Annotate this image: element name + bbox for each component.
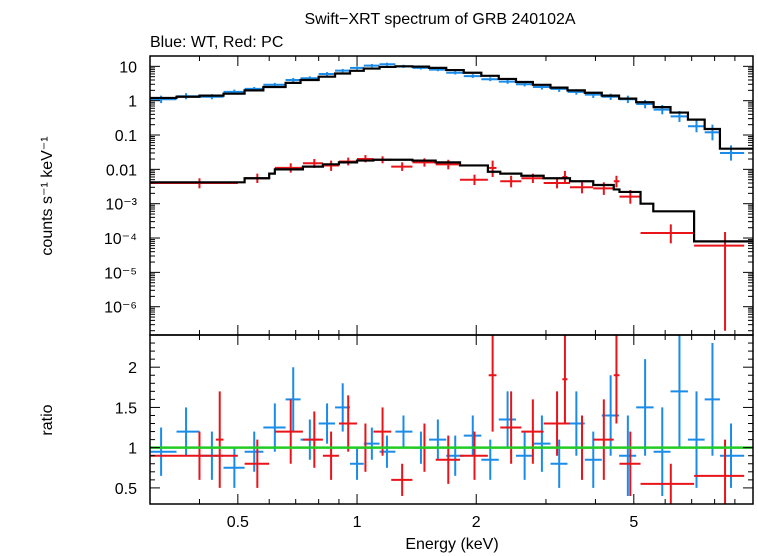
ratio-panel-frame (149, 334, 754, 505)
spectrum-s1-point-19 (613, 175, 620, 188)
spectrum-s0-point-11 (363, 63, 380, 68)
ratio-s1-point-23 (694, 439, 745, 504)
axes-layer: 0.5 1 2 5 10 1 0.1 0.01 10⁻³ 10⁻⁴ 10⁻⁵ 10⁻⁶ 0.5 1 1.5 2 (104, 55, 754, 531)
ratio-s0-point-5 (263, 403, 286, 452)
ratio-s0-point-27 (636, 359, 654, 456)
spectrum-y-tick-label-4: 10⁻³ (105, 197, 137, 214)
ratio-s1-point-5 (322, 431, 339, 480)
spectrum-y-tick-label-7: 10⁻⁶ (104, 300, 137, 317)
spectrum-s1-point-12 (488, 160, 497, 177)
ratio-s0-point-0 (150, 427, 177, 476)
ratio-s0-point-24 (584, 431, 602, 488)
model-line-1 (150, 158, 753, 243)
ratio-s1-point-13 (488, 335, 497, 432)
chart-subtitle: Blue: WT, Red: PC (150, 34, 283, 51)
ratio-y-tick-label-2: 1.5 (115, 400, 137, 417)
spectrum-s0-point-19 (498, 79, 516, 84)
ratio-s1-point-19 (593, 399, 614, 480)
ratio-s0-point-15 (429, 419, 447, 460)
ratio-s0-point-13 (395, 415, 413, 448)
ratio-s0-point-4 (244, 431, 264, 472)
spectrum-s0-point-17 (463, 74, 482, 78)
ratio-s0-point-18 (481, 439, 499, 480)
ratio-s0-point-17 (463, 415, 482, 456)
ratio-s1-point-15 (521, 399, 544, 464)
ratio-s0-point-30 (687, 391, 705, 488)
spectrum-y-tick-label-2: 0.1 (115, 128, 137, 145)
x-tick-label-2: 2 (472, 514, 481, 531)
spectrum-s0-point-18 (481, 77, 499, 82)
spectrum-s0-point-9 (335, 68, 351, 73)
spectrum-s1-point-8 (391, 162, 413, 171)
ratio-s1-point-6 (338, 395, 358, 452)
spectrum-y-tick-label-6: 10⁻⁵ (104, 265, 137, 282)
spectrum-s1-point-13 (500, 175, 522, 188)
ratio-s0-point-28 (653, 407, 671, 496)
x-tick-label-1: 1 (353, 514, 362, 531)
ratio-s1-point-9 (391, 463, 413, 496)
ratio-s1-point-17 (562, 335, 568, 424)
spectrum-y-tick-label-5: 10⁻⁴ (104, 231, 137, 248)
ratio-s1-point-12 (460, 431, 488, 480)
spectrum-s1-point-2 (274, 163, 303, 173)
ratio-s0-point-29 (670, 335, 688, 448)
spectrum-y-tick-label-0: 10 (119, 59, 137, 76)
spectrum-s0-point-12 (379, 62, 396, 66)
ratio-s1-point-20 (613, 335, 620, 424)
spectrum-s0-point-10 (350, 66, 364, 70)
x-tick-label-0: 0.5 (227, 514, 249, 531)
ratio-s0-point-26 (619, 415, 637, 496)
ratio-s0-point-19 (498, 391, 516, 448)
spectrum-s1-point-16 (562, 170, 568, 184)
spectrum-s0-point-8 (318, 72, 336, 76)
ratio-s0-point-32 (719, 423, 745, 488)
model-line-0 (150, 65, 753, 150)
ratio-y-axis-label: ratio (39, 404, 56, 435)
ratio-s1-point-21 (619, 431, 641, 496)
spectrum-s1-point-21 (640, 224, 695, 244)
x-axis-label: Energy (keV) (405, 536, 498, 553)
spectrum-s0-point-31 (704, 124, 720, 141)
ratio-s1-point-4 (302, 411, 323, 468)
ratio-s0-point-8 (318, 403, 336, 444)
spectrum-s1-point-10 (435, 159, 461, 170)
ratio-s1-point-16 (543, 391, 570, 456)
ratio-s0-point-10 (350, 447, 364, 480)
spectrum-s1-point-4 (322, 160, 339, 171)
spectrum-s1-point-17 (569, 181, 594, 194)
ratio-s1-point-3 (274, 399, 303, 464)
spectrum-s1-point-11 (460, 174, 488, 186)
spectrum-s0-point-16 (446, 71, 464, 75)
ratio-s0-point-21 (532, 415, 551, 472)
spectrum-y-tick-label-3: 0.01 (106, 162, 137, 179)
ratio-s1-point-11 (435, 435, 461, 484)
ratio-s1-point-0 (150, 431, 238, 480)
x-tick-label-3: 5 (629, 514, 638, 531)
ratio-s0-point-6 (285, 367, 301, 432)
spectrum-s0-point-30 (687, 120, 705, 133)
ratio-y-tick-label-1: 1 (128, 441, 137, 458)
spectrum-y-axis-label: counts s⁻¹ keV⁻¹ (39, 136, 56, 255)
ratio-s0-point-31 (704, 343, 720, 456)
spectrum-data-layer (150, 62, 753, 331)
spectrum-s0-point-6 (285, 77, 301, 82)
spectrum-s1-point-22 (694, 231, 745, 331)
ratio-s1-point-14 (500, 391, 522, 464)
ratio-y-tick-label-0: 0.5 (115, 481, 137, 498)
ratio-s0-point-3 (223, 447, 245, 488)
chart-title: Swift−XRT spectrum of GRB 240102A (304, 11, 575, 28)
ratio-y-tick-label-3: 2 (128, 360, 137, 377)
spectrum-panel-frame (149, 55, 754, 336)
ratio-s1-point-22 (640, 463, 695, 504)
spectrum-y-tick-label-1: 1 (128, 94, 137, 111)
ratio-data-layer (150, 335, 753, 504)
ratio-s0-point-20 (515, 431, 533, 480)
ratio-s1-point-1 (215, 391, 224, 488)
